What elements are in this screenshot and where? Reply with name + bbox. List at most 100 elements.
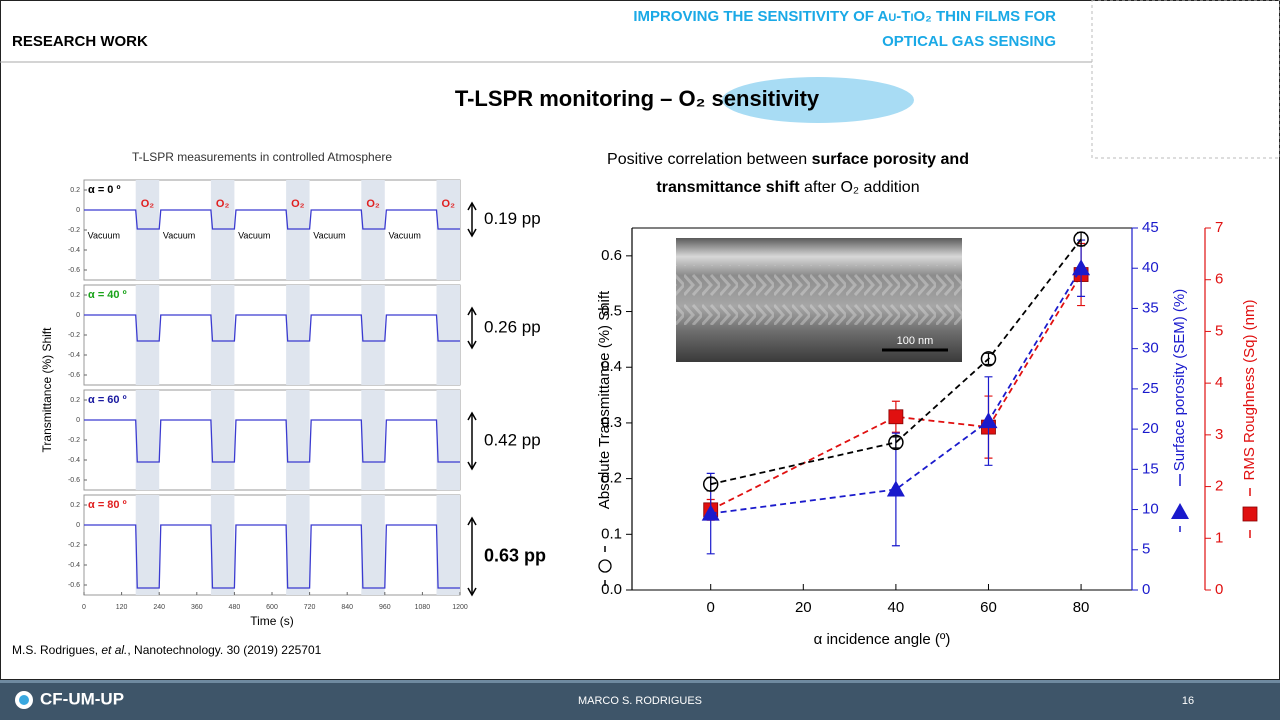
corner-box [1091, 0, 1280, 159]
y-tick-label: -0.2 [68, 542, 80, 549]
sem-texture [676, 265, 962, 325]
x-tick-label: 20 [795, 599, 812, 616]
error-bar [984, 352, 993, 366]
y-tick-label: 0.2 [601, 470, 622, 487]
o2-band [286, 495, 310, 595]
point [701, 504, 720, 521]
x-axis-label: α incidence angle (º) [814, 631, 951, 648]
point [980, 351, 997, 367]
y-tick-label: 0 [76, 312, 80, 319]
y-tick-label: -0.2 [68, 332, 80, 339]
y-tick-label: 0.6 [601, 247, 622, 264]
logo: CF-UM-UP [40, 689, 124, 708]
x-tick-label: 480 [229, 604, 241, 611]
y-tick-label: -0.4 [68, 247, 80, 254]
o2-band [436, 285, 460, 385]
x-tick-label: 40 [888, 599, 905, 616]
y3-axis-label: RMS Roughness (Sq) (nm) [1241, 300, 1258, 481]
y-tick-label: 30 [1142, 340, 1159, 357]
caption-part: after O₂ addition [800, 179, 920, 196]
y-tick-label: 0 [76, 207, 80, 214]
y-tick-label: 0.2 [70, 502, 80, 509]
x-tick-label: 600 [266, 604, 278, 611]
o2-label: O₂ [366, 198, 380, 210]
y-tick-label: -0.4 [68, 457, 80, 464]
o2-label: O₂ [291, 198, 305, 210]
y-tick-label: 0.3 [601, 414, 622, 431]
arrow-head [467, 411, 477, 471]
y-tick-label: 5 [1142, 541, 1150, 558]
panel-label: α = 40 º [88, 289, 127, 301]
citation-part: et al. [101, 643, 127, 657]
vacuum-label: Vacuum [313, 230, 345, 240]
o2-band [436, 390, 460, 490]
citation: M.S. Rodrigues, et al., Nanotechnology. … [12, 643, 322, 657]
o2-band [135, 180, 160, 280]
o2-band [286, 285, 310, 385]
caption: transmittance shift after O₂ addition [656, 179, 919, 196]
y-tick-label: 6 [1215, 271, 1223, 288]
vacuum-label: Vacuum [388, 230, 420, 240]
caption: Positive correlation between surface por… [607, 151, 969, 168]
y-tick-label: 0.5 [601, 303, 622, 320]
y-tick-label: 35 [1142, 299, 1159, 316]
o2-band [135, 495, 160, 595]
title-line: IMPROVING THE SENSITIVITY OF Au-TiO₂ THI… [633, 8, 1056, 25]
o2-band [436, 180, 460, 280]
page-number: 16 [1182, 695, 1194, 707]
vacuum-label: Vacuum [88, 230, 120, 240]
o2-band [210, 495, 235, 595]
trace [84, 314, 460, 342]
o2-band [210, 285, 235, 385]
y-tick-label: 2 [1215, 478, 1223, 495]
o2-band [135, 390, 160, 490]
o2-band [361, 285, 385, 385]
y-tick-label: 4 [1215, 374, 1223, 391]
o2-band [135, 285, 160, 385]
subtitle-part: T-LSPR monitoring – [455, 86, 679, 111]
trace [84, 209, 460, 230]
series-line [710, 267, 1082, 515]
x-axis-label: Time (s) [250, 614, 294, 628]
vacuum-label: Vacuum [163, 230, 195, 240]
legend-symbol [1171, 503, 1189, 519]
y-tick-label: 0 [76, 522, 80, 529]
title-line: OPTICAL GAS SENSING [882, 33, 1056, 50]
y-tick-label: 40 [1142, 259, 1159, 276]
x-tick-label: 360 [191, 604, 203, 611]
y-tick-label: 0.2 [70, 397, 80, 404]
y-tick-label: 25 [1142, 380, 1159, 397]
y-tick-label: 45 [1142, 219, 1159, 236]
y2-axis-label: Surface porosity (SEM) (%) [1171, 289, 1188, 472]
inset-label: 100 nm [897, 335, 934, 347]
point [979, 412, 998, 429]
y-tick-label: -0.6 [68, 582, 80, 589]
point [1072, 259, 1091, 276]
o2-band [286, 180, 310, 280]
chart-title: T-LSPR measurements in controlled Atmosp… [132, 150, 392, 164]
x-tick-label: 960 [379, 604, 391, 611]
legend-symbol [598, 559, 612, 573]
y-tick-label: -0.6 [68, 372, 80, 379]
footer-author: MARCO S. RODRIGUES [578, 695, 702, 707]
o2-band [361, 390, 385, 490]
y-tick-label: 0 [1142, 581, 1150, 598]
y-tick-label: 1 [1215, 529, 1223, 546]
panel-label: α = 0 º [88, 184, 121, 196]
y-tick-label: -0.4 [68, 352, 80, 359]
footer-bar [0, 680, 1280, 720]
x-tick-label: 1200 [452, 604, 468, 611]
x-tick-label: 240 [153, 604, 165, 611]
arrow-head [467, 306, 477, 350]
caption-part: transmittance shift [656, 179, 800, 196]
footer-stripe [0, 680, 1280, 683]
subtitle: T-LSPR monitoring – O₂ sensitivity [455, 86, 820, 111]
citation-part: , Nanotechnology. 30 (2019) 225701 [127, 643, 321, 657]
y-tick-label: 0.0 [601, 581, 622, 598]
y-tick-label: 3 [1215, 426, 1223, 443]
y-tick-label: -0.2 [68, 227, 80, 234]
y-tick-label: 0 [1215, 581, 1223, 598]
shift-label: 0.26 pp [484, 317, 541, 336]
y-axis-label: Absolute Transmittance (%) Shift [596, 290, 613, 509]
y-tick-label: 7 [1215, 219, 1223, 236]
